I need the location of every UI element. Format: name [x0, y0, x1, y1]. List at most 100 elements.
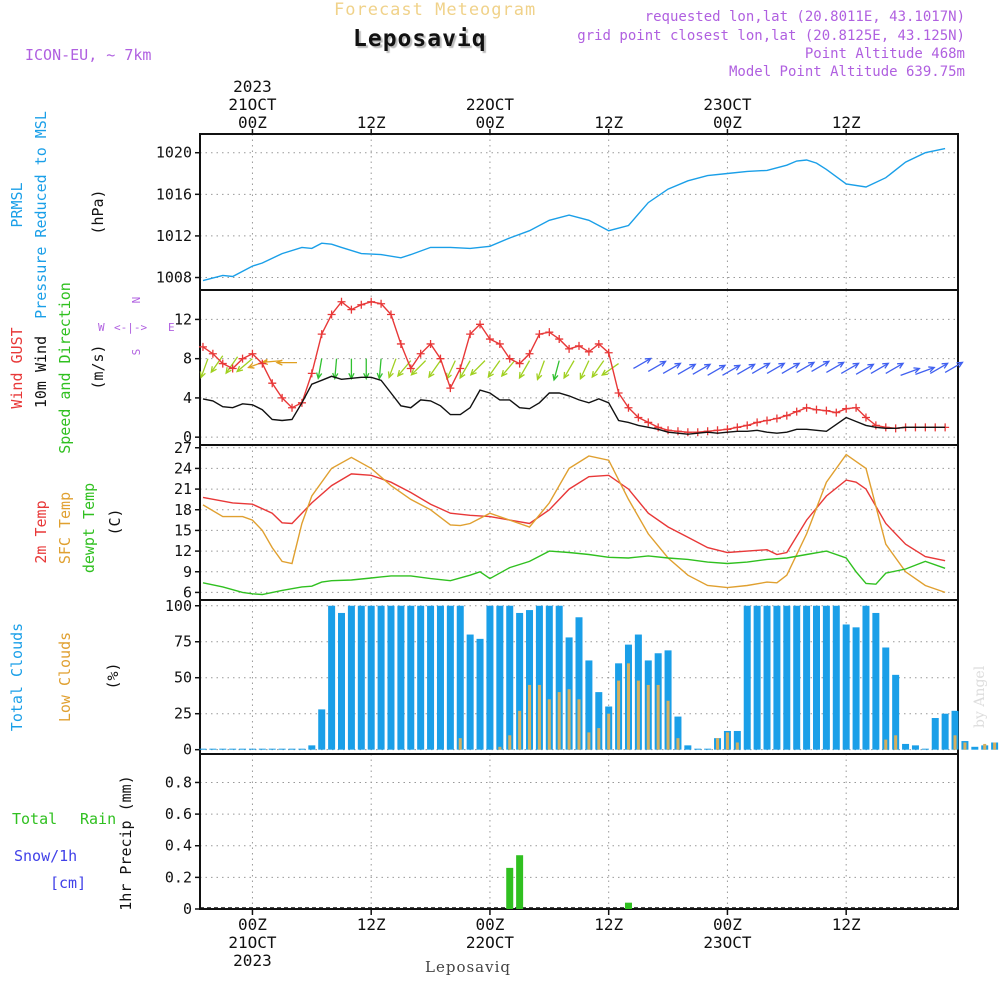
- total-cloud-bar: [595, 692, 603, 750]
- wind-arrow-head: [536, 373, 543, 381]
- total-cloud-bar: [545, 605, 553, 750]
- low-cloud-bar: [884, 739, 888, 750]
- wind-arrow: [796, 361, 816, 373]
- total-cloud-bar: [605, 706, 613, 750]
- gust-marker: [772, 414, 781, 423]
- y-tick-label: 0.6: [165, 805, 192, 823]
- y-tick-label: 18: [174, 501, 192, 519]
- wind-arrow-head: [225, 367, 232, 375]
- compass-east: E: [168, 321, 175, 334]
- wind-arrow: [647, 360, 667, 372]
- wind-arrow: [363, 358, 370, 381]
- compass-arrows: <-|->: [114, 321, 147, 334]
- footer-station: Leposaviq: [425, 958, 511, 976]
- total-cloud-bar: [921, 748, 929, 750]
- bottom-date-label: 23OCT: [703, 933, 752, 952]
- gust-marker: [426, 339, 435, 348]
- total-cloud-bar: [971, 746, 979, 750]
- wind-arrow-shaft: [248, 360, 268, 369]
- low-cloud-bar: [458, 738, 462, 750]
- panel-frame: [199, 599, 959, 755]
- y-tick-label: 1008: [156, 269, 192, 287]
- low-cloud-bar: [953, 735, 957, 750]
- wind-arrow-head: [852, 362, 860, 369]
- wind-arrow-head: [459, 371, 466, 380]
- gust-marker: [288, 403, 297, 412]
- wind-arrow-head: [659, 360, 667, 367]
- gust-marker: [456, 364, 465, 373]
- wind-arrow: [591, 360, 605, 379]
- rain-bar: [624, 902, 632, 909]
- wind-arrow-head: [199, 371, 206, 379]
- y-tick-label: 0: [183, 900, 192, 918]
- low-cloud-bar: [528, 684, 532, 750]
- wind-arrow: [900, 367, 921, 376]
- wind-arrow: [692, 363, 712, 375]
- total-cloud-bar: [882, 647, 890, 750]
- low-cloud-bar: [498, 746, 502, 750]
- total-cloud-bar: [634, 634, 642, 750]
- wind-arrow-head: [778, 362, 786, 369]
- wind-arrow-head: [718, 364, 727, 371]
- wind-arrow-head: [396, 369, 404, 378]
- wind-arrow-head: [446, 372, 452, 381]
- gust-marker: [901, 423, 910, 432]
- gust-marker: [871, 421, 880, 430]
- total-cloud-bar: [199, 748, 207, 750]
- total-cloud-bar: [526, 610, 534, 750]
- total-cloud-bar: [535, 605, 543, 750]
- low-cloud-bar: [666, 700, 670, 750]
- y-tick-label: 75: [174, 633, 192, 651]
- wind-speed-dir-label: Speed and Direction: [56, 282, 74, 454]
- point-altitude: Point Altitude 468m: [804, 46, 965, 62]
- wind-arrow-head: [500, 369, 508, 378]
- wind-arrow: [781, 362, 801, 374]
- gust-marker: [436, 354, 445, 363]
- wind-arrow: [563, 360, 575, 380]
- gust-marker: [842, 404, 851, 413]
- total-cloud-bar: [714, 738, 722, 750]
- low-cloud-bar: [617, 680, 621, 750]
- wind-arrow-shaft: [487, 360, 501, 378]
- total-cloud-bar: [664, 650, 672, 750]
- top-time-label: 00Z: [713, 113, 742, 132]
- total-cloud-bar: [911, 745, 919, 750]
- wind-arrow-head: [600, 369, 609, 376]
- total-cloud-bar: [318, 709, 326, 750]
- y-tick-label: 15: [174, 521, 192, 539]
- wind-arrow-head: [941, 362, 949, 369]
- watermark: by Angel: [972, 665, 988, 728]
- wind-arrow: [315, 358, 323, 380]
- bottom-year-label: 2023: [233, 951, 272, 970]
- wind-arrow-shaft: [647, 360, 666, 372]
- wind-arrow-shaft: [751, 362, 770, 374]
- wind-arrow-shaft: [737, 363, 755, 375]
- wind-arrow-head: [763, 362, 771, 369]
- total-cloud-bar: [555, 605, 563, 750]
- y-tick-label: 100: [165, 597, 192, 615]
- panel-pressure: 1008 1012 1016 1020: [156, 133, 959, 291]
- total-cloud-bar: [644, 660, 652, 750]
- total-cloud-bar: [427, 605, 435, 750]
- low-cloud-bar: [547, 699, 551, 750]
- wind-arrow-head: [235, 365, 244, 373]
- total-cloud-bar: [397, 605, 405, 750]
- total-cloud-bar: [852, 627, 860, 750]
- top-time-label: 12Z: [357, 113, 386, 132]
- top-date-label: 22OCT: [466, 95, 515, 114]
- low-cloud-bar: [894, 735, 898, 750]
- gust-marker: [545, 328, 554, 337]
- y-tick-label: 1016: [156, 185, 192, 203]
- y-tick-label: 25: [174, 705, 192, 723]
- gust-marker: [238, 354, 247, 363]
- total-cloud-bar: [733, 730, 741, 750]
- wind-arrow-head: [928, 366, 936, 373]
- panel-temperature: 6 9 12 15 18 21 24 27: [174, 439, 959, 601]
- wind-arrow: [500, 360, 516, 378]
- wind-arrow-head: [210, 366, 217, 374]
- wind10m-line: [202, 375, 946, 435]
- y-tick-label: 27: [174, 439, 192, 457]
- wind-arrow-shaft: [225, 356, 239, 374]
- wind-arrow-head: [410, 368, 418, 376]
- total-cloud-bar: [892, 674, 900, 750]
